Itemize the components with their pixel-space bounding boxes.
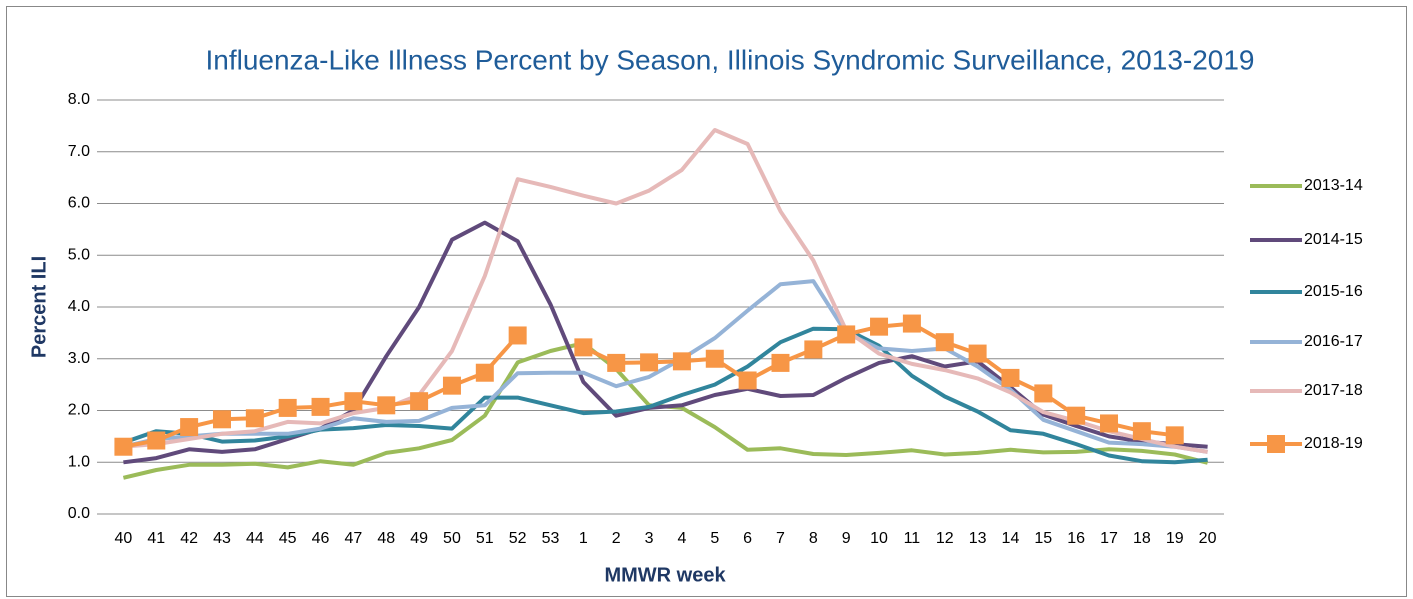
y-tick-label: 5.0 bbox=[68, 246, 90, 263]
point-marker bbox=[738, 371, 757, 390]
point-marker bbox=[410, 392, 429, 411]
x-tick-label: 14 bbox=[1002, 530, 1020, 547]
point-marker bbox=[147, 431, 166, 450]
x-tick-label: 18 bbox=[1133, 530, 1151, 547]
point-marker bbox=[870, 317, 889, 336]
y-tick-label: 6.0 bbox=[68, 195, 90, 212]
y-tick-label: 1.0 bbox=[68, 453, 90, 470]
point-marker bbox=[212, 410, 231, 429]
x-tick-label: 12 bbox=[936, 530, 954, 547]
x-tick-label: 8 bbox=[809, 530, 818, 547]
x-tick-label: 2 bbox=[612, 530, 621, 547]
x-tick-label: 9 bbox=[842, 530, 851, 547]
point-marker bbox=[442, 376, 461, 395]
x-tick-label: 47 bbox=[344, 530, 362, 547]
x-tick-label: 3 bbox=[645, 530, 654, 547]
y-tick-label: 7.0 bbox=[68, 143, 90, 160]
x-tick-label: 53 bbox=[542, 530, 560, 547]
point-marker bbox=[114, 437, 133, 456]
x-tick-label: 48 bbox=[377, 530, 395, 547]
series-line bbox=[122, 279, 1208, 454]
point-marker bbox=[672, 352, 691, 371]
point-marker bbox=[837, 325, 856, 344]
legend-label: 2014-15 bbox=[1304, 231, 1363, 248]
point-marker bbox=[1001, 368, 1020, 387]
series-line bbox=[123, 128, 1208, 454]
legend-label: 2018-19 bbox=[1304, 435, 1363, 452]
x-tick-label: 13 bbox=[969, 530, 987, 547]
x-tick-label: 11 bbox=[904, 530, 921, 547]
x-tick-label: 40 bbox=[115, 530, 133, 547]
point-marker bbox=[278, 398, 297, 417]
legend-label: 2017-18 bbox=[1304, 382, 1363, 399]
x-tick-label: 10 bbox=[870, 530, 888, 547]
point-marker bbox=[1100, 414, 1119, 433]
point-marker bbox=[935, 333, 954, 352]
point-marker bbox=[1067, 406, 1086, 425]
point-marker bbox=[508, 326, 527, 345]
point-marker bbox=[1132, 422, 1151, 441]
x-tick-label: 51 bbox=[476, 530, 494, 547]
chart-frame bbox=[6, 6, 1407, 597]
point-marker bbox=[771, 353, 790, 372]
legend-label: 2015-16 bbox=[1304, 283, 1363, 300]
point-marker bbox=[475, 363, 494, 382]
point-marker bbox=[705, 349, 724, 368]
x-tick-label: 6 bbox=[743, 530, 752, 547]
point-marker bbox=[607, 353, 626, 372]
legend-marker bbox=[1267, 435, 1285, 453]
point-marker bbox=[574, 338, 593, 357]
legend-label: 2013-14 bbox=[1304, 177, 1363, 194]
chart-title: Influenza-Like Illness Percent by Season… bbox=[205, 44, 1254, 75]
y-tick-label: 4.0 bbox=[68, 298, 90, 315]
y-tick-label: 2.0 bbox=[68, 402, 90, 419]
point-marker bbox=[640, 353, 659, 372]
x-tick-label: 49 bbox=[410, 530, 428, 547]
x-tick-label: 19 bbox=[1166, 530, 1184, 547]
point-marker bbox=[311, 397, 330, 416]
point-marker bbox=[344, 392, 363, 411]
x-tick-label: 43 bbox=[213, 530, 231, 547]
point-marker bbox=[245, 409, 264, 428]
y-tick-label: 3.0 bbox=[68, 350, 90, 367]
y-axis-title: Percent ILI bbox=[28, 256, 50, 358]
point-marker bbox=[180, 418, 199, 437]
x-tick-label: 52 bbox=[509, 530, 527, 547]
x-axis-title: MMWR week bbox=[604, 564, 726, 586]
point-marker bbox=[1034, 384, 1053, 403]
point-marker bbox=[902, 314, 921, 333]
point-marker bbox=[804, 340, 823, 359]
x-tick-label: 41 bbox=[147, 530, 165, 547]
point-marker bbox=[968, 344, 987, 363]
x-tick-label: 46 bbox=[312, 530, 330, 547]
y-tick-label: 0.0 bbox=[68, 505, 90, 522]
x-tick-label: 16 bbox=[1067, 530, 1085, 547]
x-tick-label: 7 bbox=[776, 530, 785, 547]
point-marker bbox=[377, 396, 396, 415]
x-tick-label: 45 bbox=[279, 530, 297, 547]
x-tick-label: 5 bbox=[710, 530, 719, 547]
x-tick-label: 42 bbox=[180, 530, 198, 547]
point-marker bbox=[1165, 426, 1184, 445]
legend-label: 2016-17 bbox=[1304, 333, 1363, 350]
x-tick-label: 50 bbox=[443, 530, 461, 547]
y-tick-label: 8.0 bbox=[68, 91, 90, 108]
x-tick-label: 20 bbox=[1199, 530, 1217, 547]
x-tick-label: 1 bbox=[579, 530, 588, 547]
x-tick-label: 4 bbox=[677, 530, 686, 547]
x-tick-label: 15 bbox=[1034, 530, 1052, 547]
x-tick-label: 44 bbox=[246, 530, 264, 547]
x-tick-label: 17 bbox=[1100, 530, 1118, 547]
